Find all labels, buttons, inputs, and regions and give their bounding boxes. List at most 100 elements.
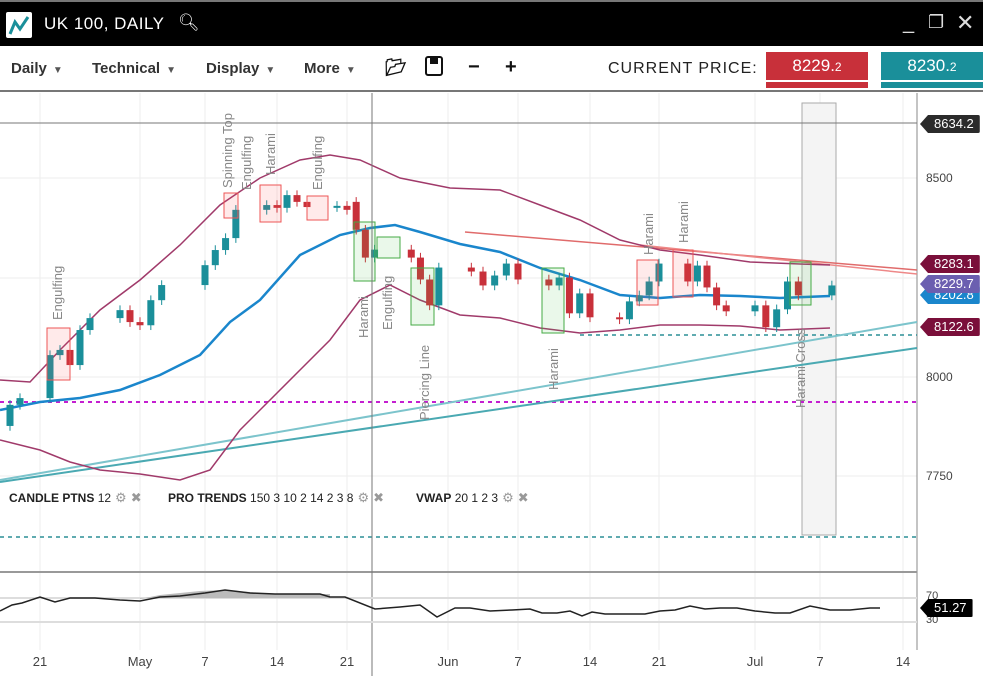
caret-down-icon: ▼ — [345, 65, 356, 76]
candle-bearish — [762, 305, 770, 328]
more-menu[interactable]: More ▼ — [304, 60, 356, 77]
indicator-name: CANDLE PTNS — [9, 491, 95, 505]
technical-menu[interactable]: Technical ▼ — [92, 60, 176, 77]
indicator-pro-trends: PRO TRENDS 150 3 10 2 14 2 3 8 ⚙ ✖ — [168, 490, 384, 506]
candle-bullish — [46, 355, 54, 399]
candle-bearish — [565, 277, 573, 314]
sell-strip — [766, 82, 868, 88]
pattern-label: Engulfing — [380, 275, 395, 330]
candle-bullish — [773, 309, 781, 328]
pattern-boxes — [46, 184, 812, 381]
interval-menu[interactable]: Daily ▼ — [11, 60, 63, 77]
pattern-label: Harami — [676, 201, 691, 243]
date-tick: 14 — [269, 654, 285, 669]
search-icon[interactable]: 🔍︎ — [178, 13, 200, 32]
candle-bullish — [693, 265, 701, 282]
candle-bullish — [86, 318, 94, 331]
open-folder-icon[interactable]: 📂︎ — [385, 58, 407, 77]
candle-bearish — [722, 305, 730, 312]
pattern-box-bearish — [636, 259, 659, 306]
pattern-box-bullish — [541, 267, 565, 334]
buy-price-button[interactable]: 8230.2 — [881, 52, 983, 88]
candle-bullish — [828, 285, 836, 296]
pattern-box-bearish — [223, 192, 239, 219]
close-icon[interactable]: ✖ — [517, 490, 529, 505]
buy-price: 8230. — [907, 56, 950, 75]
candle-bullish — [158, 285, 166, 301]
candles — [6, 190, 836, 431]
pattern-box-bullish — [410, 267, 435, 326]
candle-bullish — [645, 281, 653, 296]
display-menu[interactable]: Display ▼ — [206, 60, 275, 77]
save-icon[interactable] — [425, 56, 443, 82]
crosshair-price-tag: 8634.2 — [920, 115, 980, 133]
pattern-label: Harami — [641, 213, 656, 255]
grid — [0, 93, 917, 650]
candle-bearish — [126, 310, 134, 323]
pattern-label: Engulfing — [50, 265, 65, 320]
indicator-candle-patterns: CANDLE PTNS 12 ⚙ ✖ — [9, 490, 142, 506]
candle-bullish — [491, 275, 499, 286]
rsi-value-tag: 51.27 — [920, 599, 973, 617]
candle-bearish — [343, 205, 351, 210]
title-bar: UK 100, DAILY 🔍︎ _ ❐ ✕ — [0, 0, 983, 46]
trend-line — [0, 347, 918, 483]
popout-icon[interactable]: ❐ — [928, 12, 945, 32]
candle-bullish — [625, 301, 633, 320]
pattern-label: Harami — [546, 348, 561, 390]
gear-icon[interactable]: ⚙ — [115, 490, 127, 505]
candle-bearish — [467, 267, 475, 272]
indicator-params: 150 3 10 2 14 2 3 8 — [250, 491, 354, 505]
sell-price-button[interactable]: 8229.2 — [766, 52, 868, 88]
bollinger-upper — [0, 154, 831, 383]
date-tick: 21 — [339, 654, 355, 669]
candle-bearish — [713, 287, 721, 306]
price-tick: 8000 — [926, 370, 953, 384]
candle-bullish — [222, 238, 230, 251]
bollinger-upper-tag: 8283.1 — [920, 255, 980, 273]
current-price-label: CURRENT PRICE: — [608, 60, 758, 77]
zoom-in-icon[interactable]: + — [505, 56, 517, 78]
interval-label: Daily — [11, 60, 47, 77]
candle-bearish — [426, 279, 434, 306]
candle-bullish — [655, 263, 663, 282]
indicator-name: PRO TRENDS — [168, 491, 247, 505]
indicator-name: VWAP — [416, 491, 452, 505]
zoom-out-icon[interactable]: − — [468, 56, 480, 78]
candle-bullish — [555, 277, 563, 286]
candle-bearish — [273, 205, 281, 208]
candle-bullish — [784, 281, 791, 310]
pattern-box-bullish — [789, 261, 812, 306]
close-icon[interactable]: ✖ — [130, 490, 142, 505]
caret-down-icon: ▼ — [166, 65, 176, 76]
candle-bullish — [56, 349, 64, 356]
candle-bullish — [211, 250, 219, 266]
date-tick: Jul — [746, 654, 764, 669]
close-icon[interactable]: ✕ — [956, 10, 975, 35]
candle-bearish — [352, 201, 360, 230]
window-title: UK 100, DAILY — [44, 14, 165, 33]
caret-down-icon: ▼ — [265, 65, 276, 76]
candle-bearish — [545, 279, 553, 286]
price-chart[interactable] — [0, 93, 983, 676]
minimize-icon[interactable]: _ — [903, 12, 915, 34]
pattern-box-bearish — [46, 327, 71, 381]
price-tick: 8500 — [926, 171, 953, 185]
highlight-region — [801, 102, 837, 536]
indicator-params: 12 — [97, 491, 112, 505]
close-icon[interactable]: ✖ — [373, 490, 385, 505]
gear-icon[interactable]: ⚙ — [357, 490, 370, 505]
trend-line — [0, 321, 918, 481]
candle-bullish — [201, 265, 209, 286]
date-tick: 21 — [32, 654, 48, 669]
candle-bullish — [147, 300, 155, 326]
candle-bullish — [576, 293, 584, 314]
date-tick: 7 — [816, 654, 824, 669]
gear-icon[interactable]: ⚙ — [502, 490, 514, 505]
candle-bullish — [283, 195, 291, 208]
candle-bullish — [263, 205, 271, 210]
pattern-label: Harami — [263, 133, 278, 175]
sell-price: 8229. — [792, 56, 835, 75]
candle-bearish — [616, 317, 624, 320]
pattern-label: Spinning Top — [220, 113, 235, 188]
